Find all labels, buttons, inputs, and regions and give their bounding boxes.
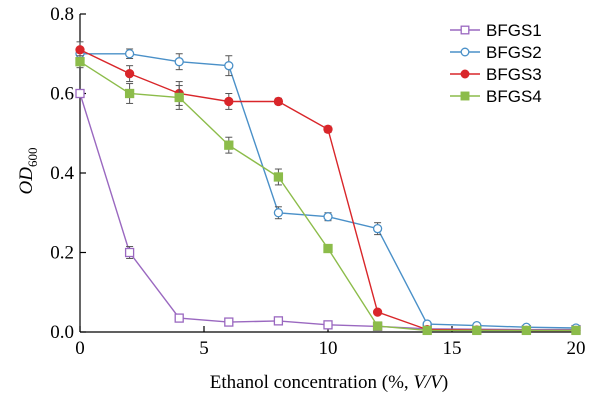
x-tick-label: 10 — [319, 338, 338, 359]
data-point — [174, 92, 184, 103]
data-point — [372, 307, 383, 317]
y-axis-label: OD600 — [16, 148, 40, 195]
x-axis-label: Ethanol concentration (%, V/V) — [210, 372, 448, 393]
data-point — [472, 325, 482, 336]
legend-marker — [460, 25, 470, 35]
data-point — [372, 321, 383, 331]
data-point — [224, 317, 234, 327]
legend-item-bfgs4: BFGS4 — [450, 87, 542, 106]
legend-item-bfgs3: BFGS3 — [450, 65, 542, 84]
y-tick-label: 0.6 — [50, 84, 74, 105]
data-point — [273, 208, 284, 218]
legend: BFGS1 BFGS2 BFGS3 BFGS4 — [450, 21, 542, 106]
y-tick-label: 0.8 — [50, 4, 74, 25]
x-tick-label: 20 — [567, 338, 586, 359]
legend-marker — [460, 47, 470, 57]
data-point — [372, 223, 383, 234]
x-tick-label: 5 — [199, 338, 209, 359]
data-point — [124, 247, 135, 258]
data-point — [75, 57, 85, 67]
y-tick-label: 0.4 — [50, 163, 74, 184]
series-layer — [75, 41, 581, 336]
legend-label: BFGS1 — [486, 21, 542, 40]
y-tick-label: 0.0 — [50, 322, 74, 343]
data-point — [323, 243, 333, 254]
data-point — [571, 325, 581, 336]
x-axis-label-suffix: ) — [442, 372, 448, 393]
legend-marker — [460, 91, 470, 101]
legend-item-bfgs1: BFGS1 — [450, 21, 542, 40]
svg-text:OD600: OD600 — [16, 148, 40, 195]
legend-marker — [460, 69, 470, 79]
data-point — [323, 320, 333, 330]
data-point — [75, 88, 85, 99]
data-point — [224, 140, 234, 150]
data-point — [124, 49, 135, 59]
data-point — [174, 57, 184, 67]
data-point — [124, 68, 135, 79]
x-tick-label: 0 — [75, 338, 85, 359]
data-point — [422, 325, 432, 336]
axes: 0.0 0.2 0.4 0.6 0.8 0 5 10 15 20 — [50, 4, 585, 359]
legend-label: BFGS3 — [486, 65, 542, 84]
data-point — [273, 316, 284, 326]
x-tick-label: 15 — [443, 338, 462, 359]
data-point — [174, 313, 184, 323]
data-point — [75, 45, 85, 55]
series-bfgs4 — [75, 55, 581, 336]
legend-label: BFGS2 — [486, 43, 542, 62]
data-point — [273, 96, 284, 107]
y-tick-label: 0.2 — [50, 243, 74, 264]
legend-item-bfgs2: BFGS2 — [450, 43, 542, 62]
y-axis-label-main: OD — [16, 167, 37, 195]
data-point — [224, 61, 234, 71]
data-point — [124, 88, 135, 99]
data-point — [323, 212, 333, 222]
data-point — [521, 325, 532, 336]
series-bfgs3 — [75, 41, 581, 336]
data-point — [224, 96, 234, 107]
x-axis-label-prefix: Ethanol concentration (%, — [210, 372, 414, 393]
data-point — [323, 124, 333, 134]
y-axis-label-subscript: 600 — [25, 148, 40, 168]
legend-label: BFGS4 — [486, 87, 542, 106]
data-point — [273, 172, 284, 182]
x-axis-label-italic: V/V — [413, 372, 444, 393]
